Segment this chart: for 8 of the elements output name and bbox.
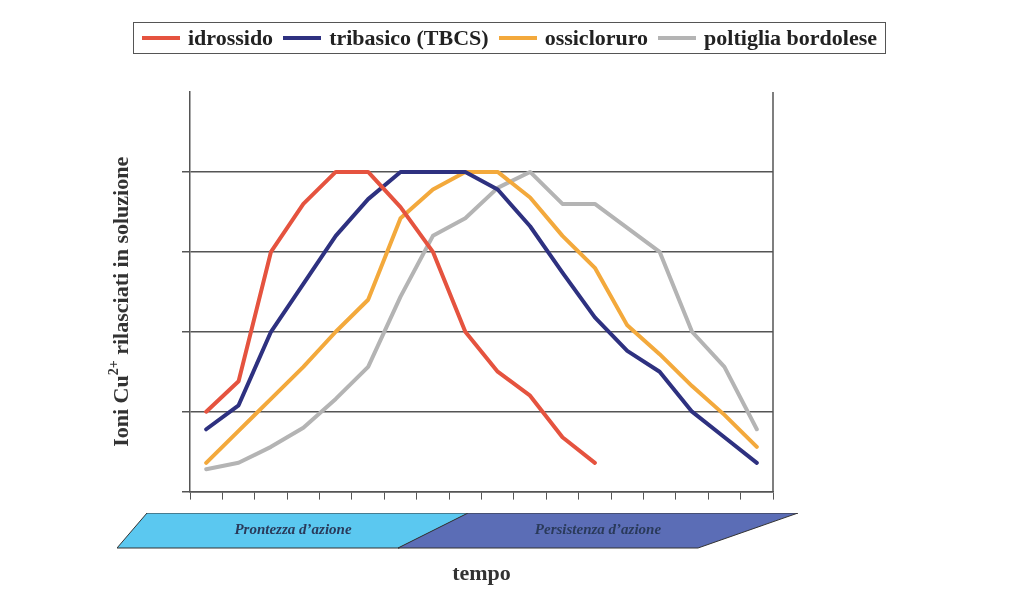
x-axis-title: tempo: [452, 560, 511, 586]
parallelogram-label: Persistenza d’azione: [398, 513, 798, 549]
legend-label: poltiglia bordolese: [704, 25, 878, 51]
legend-label: tribasico (TBCS): [329, 25, 489, 51]
legend-label: ossicloruro: [544, 25, 649, 51]
legend-label: idrossido: [187, 25, 274, 51]
parallelogram-label: Prontezza d’azione: [117, 513, 469, 549]
y-axis-title: Ioni Cu2+ rilasciati in soluzione: [106, 156, 133, 447]
